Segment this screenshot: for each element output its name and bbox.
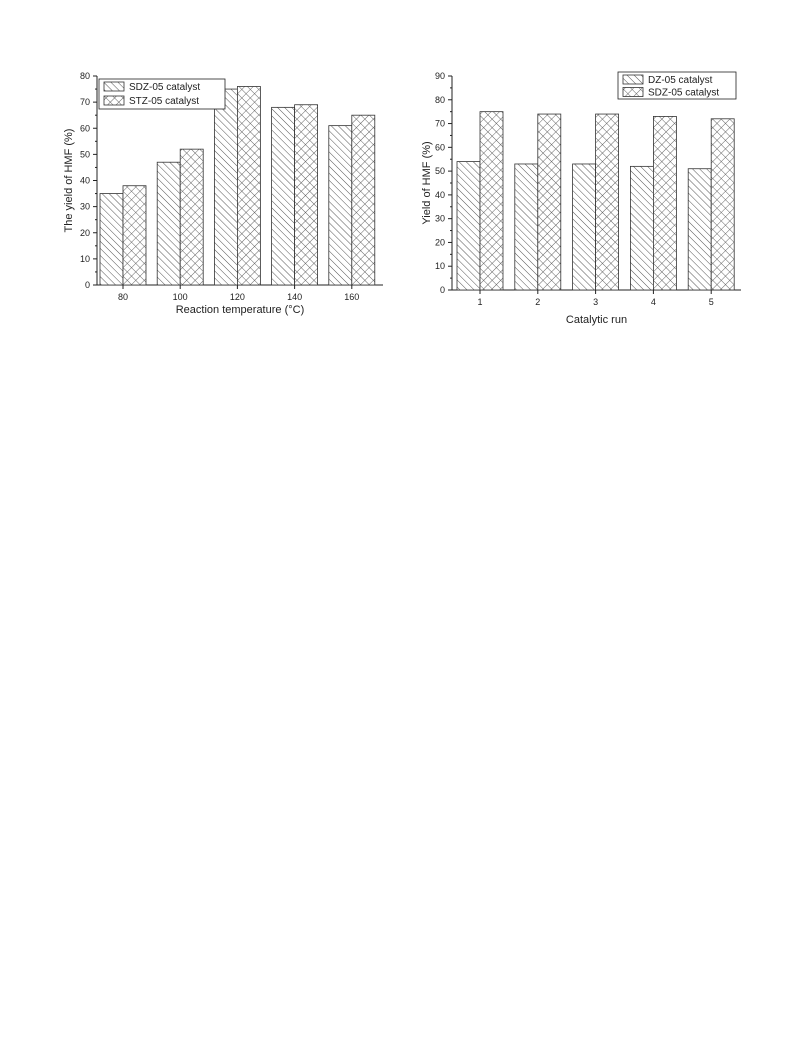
x-tick-label: 80 — [118, 292, 128, 302]
bar-series2 — [595, 113, 619, 291]
bar-series2 — [351, 114, 376, 286]
chart-catalytic-run-yield: 0 10 20 30 40 50 60 70 80 90 1 2 3 4 5 Catalytic run Yie… — [421, 71, 741, 326]
bar-series1 — [456, 161, 481, 291]
y-tick-label: 0 — [440, 285, 445, 295]
x-axis-label: Catalytic run — [566, 314, 627, 326]
x-tick-label: 5 — [709, 297, 714, 307]
x-tick-label: 2 — [535, 297, 540, 307]
y-tick-label: 50 — [435, 166, 445, 176]
bar-series2 — [122, 185, 147, 286]
y-axis-label: Yield of HMF (%) — [421, 141, 433, 224]
y-tick-label: 60 — [435, 142, 445, 152]
y-tick-label: 40 — [435, 190, 445, 200]
legend-swatch — [622, 74, 644, 85]
y-tick-label: 70 — [435, 119, 445, 129]
x-tick-label: 3 — [593, 297, 598, 307]
y-tick-label: 70 — [80, 97, 90, 107]
chart-temperature-yield: 0 10 20 30 40 50 60 70 80 80 100 120 140 160 Reaction … — [63, 71, 383, 316]
bar-series1 — [99, 193, 124, 286]
y-tick-label: 40 — [80, 176, 90, 186]
x-tick-label: 100 — [173, 292, 188, 302]
bar-series1 — [328, 125, 353, 286]
y-tick-label: 50 — [80, 149, 90, 159]
bar-series2 — [710, 118, 735, 291]
x-tick-label: 140 — [287, 292, 302, 302]
legend-swatch — [103, 95, 125, 106]
bar-series2 — [179, 148, 204, 286]
legend-label: DZ-05 catalyst — [648, 75, 713, 86]
y-tick-label: 80 — [80, 71, 90, 81]
bar-series1 — [213, 88, 238, 286]
y-tick-label: 20 — [435, 237, 445, 247]
bar-series1 — [271, 106, 296, 286]
x-axis-label: Reaction temperature (°C) — [176, 304, 305, 316]
y-tick-label: 10 — [80, 254, 90, 264]
bar-series2 — [479, 111, 504, 291]
legend-label: STZ-05 catalyst — [129, 96, 199, 107]
y-tick-label: 10 — [435, 261, 445, 271]
legend-swatch — [622, 87, 644, 97]
bar-series2 — [653, 116, 677, 291]
y-tick-label: 60 — [80, 123, 90, 133]
legend-label: SDZ-05 catalyst — [129, 82, 200, 93]
legend-label: SDZ-05 catalyst — [648, 88, 719, 99]
legend-swatch — [103, 81, 125, 92]
y-tick-label: 30 — [435, 214, 445, 224]
bar-series1 — [687, 168, 712, 291]
x-tick-label: 120 — [230, 292, 245, 302]
x-tick-label: 160 — [344, 292, 359, 302]
x-tick-label: 1 — [477, 297, 482, 307]
bar-series1 — [572, 163, 596, 291]
x-tick-label: 4 — [651, 297, 656, 307]
y-tick-label: 20 — [80, 228, 90, 238]
bar-series2 — [236, 86, 261, 286]
bar-series1 — [630, 165, 654, 291]
y-tick-label: 80 — [435, 95, 445, 105]
bar-series1 — [156, 161, 181, 286]
y-tick-label: 30 — [80, 202, 90, 212]
bar-series2 — [294, 104, 319, 286]
y-axis-label: The yield of HMF (%) — [63, 129, 75, 233]
y-tick-label: 0 — [85, 280, 90, 290]
bar-series1 — [514, 163, 539, 291]
bar-series2 — [537, 113, 562, 291]
y-tick-label: 90 — [435, 71, 445, 81]
